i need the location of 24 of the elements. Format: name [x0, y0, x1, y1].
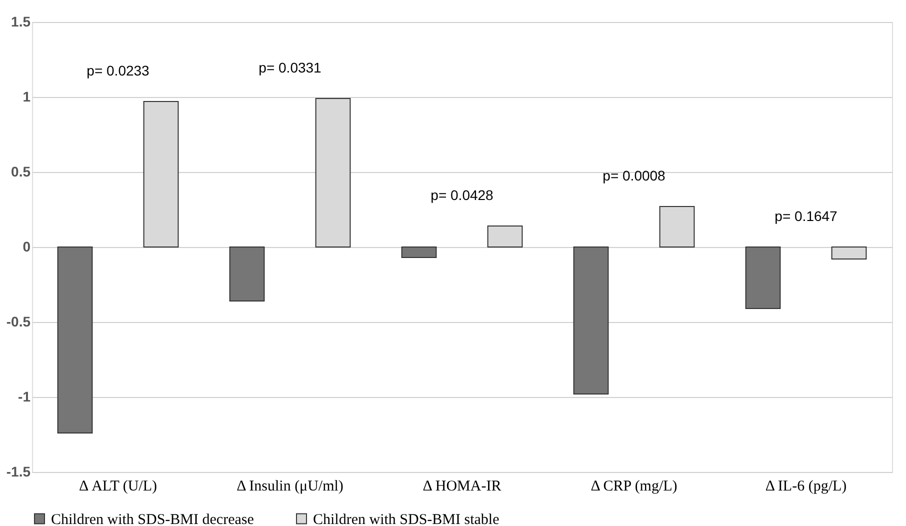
y-tick-label: 0 [22, 238, 31, 254]
x-tick-label: Δ HOMA-IR [422, 478, 502, 494]
annotation: p= 0.0233 [86, 62, 150, 78]
bar [573, 246, 609, 394]
y-tick-label: 0.5 [11, 164, 31, 180]
legend-label: Children with SDS-BMI stable [313, 512, 500, 526]
bar [401, 246, 437, 258]
annotation: p= 0.1647 [774, 208, 838, 224]
bar [745, 246, 781, 309]
y-tick-label: -0.5 [6, 314, 31, 330]
annotation: p= 0.0008 [602, 168, 666, 184]
annotation: p= 0.0428 [430, 187, 494, 203]
y-tick-label: 1 [22, 88, 31, 104]
y-tick-label: -1 [18, 388, 31, 404]
y-tick-label: 1.5 [11, 14, 31, 30]
y-tick-label: -1.5 [6, 464, 31, 480]
bar [57, 246, 93, 434]
x-tick-label: Δ IL-6 (pg/L) [765, 478, 847, 494]
legend-label: Children with SDS-BMI decrease [51, 512, 254, 526]
x-tick-label: Δ CRP (mg/L) [590, 478, 678, 494]
x-tick-label: Δ ALT (U/L) [79, 478, 157, 494]
annotation: p= 0.0331 [258, 60, 322, 76]
x-tick-label: Δ Insulin (μU/ml) [236, 478, 344, 494]
bar [229, 246, 265, 302]
